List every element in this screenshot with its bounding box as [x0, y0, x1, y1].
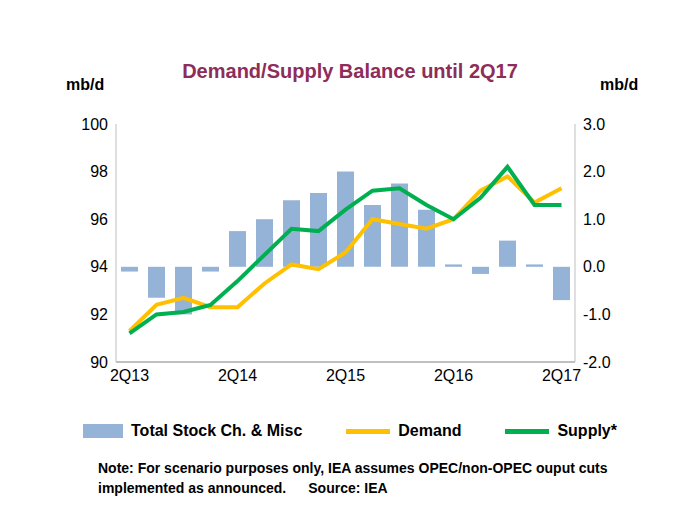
svg-text:2Q14: 2Q14 — [218, 367, 257, 384]
html-text:Demand/Supply Balance until 2Q: Demand/Supply Balance until 2Q17 — [182, 60, 518, 82]
html-text:mb/d: mb/d — [66, 76, 105, 93]
html-text:Total Stock Ch. & Misc: Total Stock Ch. & Misc — [131, 422, 303, 439]
svg-text:2.0: 2.0 — [583, 163, 605, 180]
svg-text:1.0: 1.0 — [583, 211, 605, 228]
svg-text:92: 92 — [90, 306, 108, 323]
svg-text:2Q13: 2Q13 — [110, 367, 149, 384]
svg-text:-2.0: -2.0 — [583, 354, 611, 371]
svg-text:3.0: 3.0 — [583, 116, 605, 133]
svg-text:2Q15: 2Q15 — [326, 367, 365, 384]
svg-text:98: 98 — [90, 163, 108, 180]
svg-text:-1.0: -1.0 — [583, 306, 611, 323]
svg-text:2Q17: 2Q17 — [542, 367, 581, 384]
svg-text:100: 100 — [81, 116, 108, 133]
svg-text:0.0: 0.0 — [583, 258, 605, 275]
html-text:Note: For scenario purposes on: Note: For scenario purposes only, IEA as… — [98, 460, 608, 496]
html-text:mb/d: mb/d — [600, 76, 639, 93]
html-text:Demand: Demand — [398, 422, 462, 439]
svg-text:94: 94 — [90, 258, 108, 275]
html-text:Supply*: Supply* — [557, 422, 617, 439]
svg-text:2Q16: 2Q16 — [434, 367, 473, 384]
svg-text:90: 90 — [90, 354, 108, 371]
html-text:Source: IEA: Source: IEA — [308, 480, 388, 496]
svg-text:96: 96 — [90, 211, 108, 228]
